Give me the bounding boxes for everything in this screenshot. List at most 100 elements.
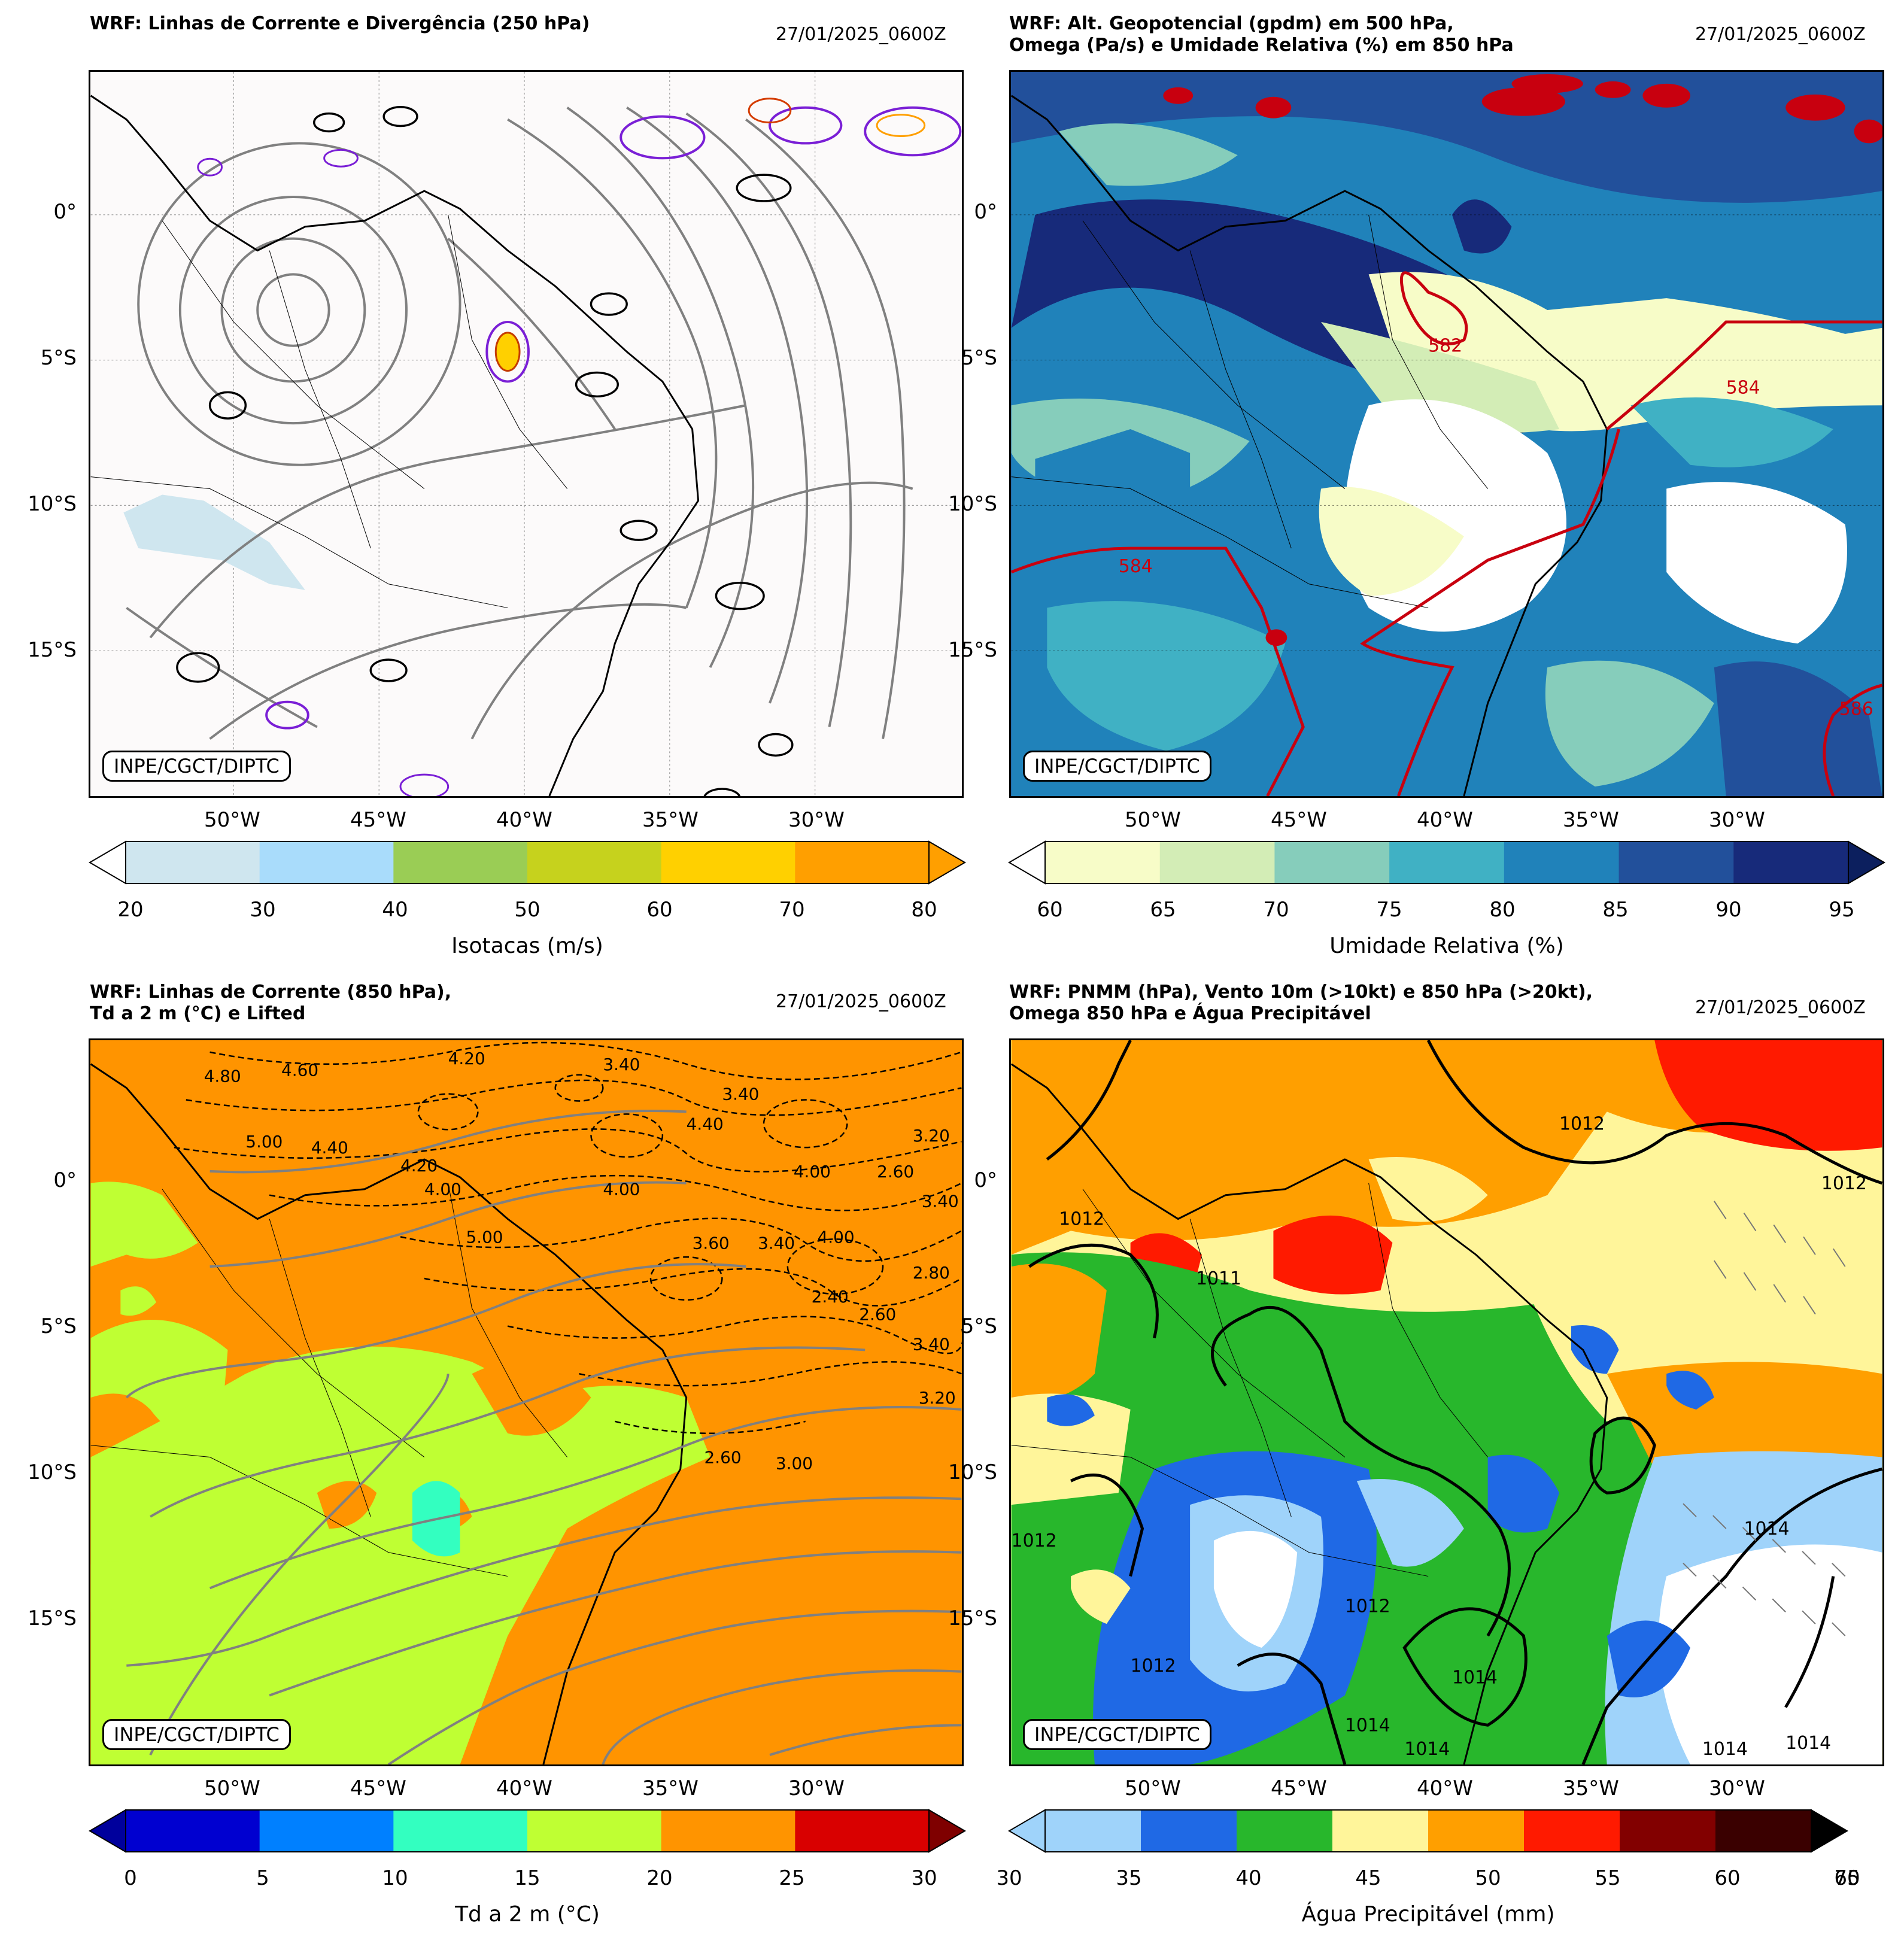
map-panel[interactable]: INPE/CGCT/DIPTC bbox=[89, 70, 964, 798]
map-panel[interactable]: 1012 1012 1012 1012 1011 1014 1012 1014 … bbox=[1009, 1038, 1884, 1766]
colorbar-label: Td a 2 m (°C) bbox=[455, 1902, 600, 1927]
lifted-index-contours bbox=[174, 1041, 962, 1434]
lat-label: 0° bbox=[974, 1168, 997, 1192]
lat-label: 15°S bbox=[28, 638, 77, 662]
contour-label: 1012 bbox=[1559, 1113, 1605, 1134]
lon-label: 40°W bbox=[1417, 1776, 1473, 1800]
colorbar-segment bbox=[527, 842, 662, 883]
colorbar-segment bbox=[126, 842, 260, 883]
contour-label: 2.40 bbox=[812, 1287, 849, 1307]
contour-label: 2.60 bbox=[859, 1305, 896, 1325]
omega-shading bbox=[1163, 74, 1882, 646]
contour-label: 4.20 bbox=[448, 1049, 485, 1068]
lat-label: 10°S bbox=[28, 492, 77, 516]
map-panel[interactable]: 582 584 584 586 INPE/CGCT/DIPTC bbox=[1009, 70, 1884, 798]
colorbar-tick: 20 bbox=[646, 1866, 673, 1890]
lat-label: 0° bbox=[974, 200, 997, 224]
institution-stamp: INPE/CGCT/DIPTC bbox=[1023, 1719, 1211, 1750]
contour-label: 1012 bbox=[1059, 1208, 1104, 1229]
contour-label: 2.60 bbox=[877, 1162, 914, 1181]
colorbar-segment bbox=[126, 1810, 260, 1852]
lon-label: 35°W bbox=[642, 1776, 699, 1800]
colorbar-segment bbox=[1618, 842, 1734, 883]
contour-label: 4.00 bbox=[794, 1162, 831, 1181]
contour-label: 586 bbox=[1839, 699, 1873, 720]
map-canvas: 4.80 4.60 3.40 4.20 5.00 4.40 4.20 4.00 … bbox=[90, 1041, 962, 1764]
lat-label: 0° bbox=[53, 200, 77, 224]
lat-label: 0° bbox=[53, 1168, 77, 1192]
lon-label: 30°W bbox=[1709, 808, 1765, 832]
colorbar bbox=[1008, 840, 1885, 885]
colorbar-svg bbox=[1008, 840, 1885, 885]
lon-label: 45°W bbox=[1271, 808, 1327, 832]
colorbar bbox=[1008, 1809, 1848, 1853]
colorbar-extend-high bbox=[1811, 1809, 1848, 1853]
contour-label: 1014 bbox=[1702, 1739, 1748, 1760]
colorbar-tick: 80 bbox=[911, 898, 937, 922]
lat-label: 5°S bbox=[961, 346, 997, 370]
colorbar-extend-low bbox=[1008, 840, 1046, 885]
colorbar-segment bbox=[1715, 1810, 1812, 1852]
colorbar-segment bbox=[1524, 1810, 1620, 1852]
contour-label: 1014 bbox=[1404, 1739, 1450, 1760]
colorbar-tick: 0 bbox=[124, 1866, 137, 1890]
colorbar-svg bbox=[89, 1809, 966, 1853]
colorbar-frame bbox=[1044, 1809, 1812, 1852]
contour-label: 1012 bbox=[1131, 1656, 1176, 1676]
contour-label: 4.40 bbox=[311, 1138, 348, 1158]
colorbar-frame bbox=[125, 1809, 930, 1852]
colorbar-tick: 95 bbox=[1829, 898, 1855, 922]
contour-label: 5.00 bbox=[245, 1132, 283, 1152]
colorbar-tick: 30 bbox=[911, 1866, 937, 1890]
colorbar-tick: 65 bbox=[1150, 898, 1176, 922]
lon-label: 35°W bbox=[642, 808, 699, 832]
colorbar-segment bbox=[1045, 1810, 1141, 1852]
colorbar-extend-low bbox=[1008, 1809, 1046, 1853]
colorbar-tick: 25 bbox=[779, 1866, 805, 1890]
colorbar-segment bbox=[1733, 842, 1849, 883]
contour-label: 1014 bbox=[1744, 1518, 1790, 1539]
panel-title: WRF: PNMM (hPa), Vento 10m (>10kt) e 850… bbox=[1009, 982, 1593, 1024]
colorbar-tick: 80 bbox=[1489, 898, 1516, 922]
colorbar-extend-low bbox=[89, 1809, 126, 1853]
lon-label: 30°W bbox=[788, 1776, 845, 1800]
colorbar-segment bbox=[259, 1810, 394, 1852]
lon-label: 40°W bbox=[1417, 808, 1473, 832]
contour-label: 1012 bbox=[1012, 1530, 1057, 1551]
colorbar-frame bbox=[1044, 841, 1849, 884]
colorbar bbox=[89, 1809, 966, 1853]
lon-label: 40°W bbox=[496, 808, 552, 832]
colorbar bbox=[89, 840, 966, 885]
contour-label: 3.40 bbox=[758, 1233, 795, 1253]
streamlines bbox=[126, 107, 913, 740]
colorbar-tick: 70 bbox=[1834, 1866, 1860, 1890]
lat-label: 5°S bbox=[40, 346, 77, 370]
contour-label: 3.40 bbox=[922, 1192, 959, 1211]
colorbar-segment bbox=[795, 1810, 930, 1852]
colorbar-tick: 55 bbox=[1595, 1866, 1621, 1890]
geopotential-contours bbox=[1011, 271, 1882, 796]
coastline bbox=[1011, 1063, 1608, 1764]
map-canvas: 1012 1012 1012 1012 1011 1014 1012 1014 … bbox=[1011, 1040, 1882, 1764]
divergence-shading bbox=[197, 98, 962, 796]
contour-label: 582 bbox=[1428, 336, 1462, 357]
lon-label: 35°W bbox=[1563, 1776, 1619, 1800]
map-canvas bbox=[90, 72, 962, 796]
lat-label: 5°S bbox=[40, 1314, 77, 1338]
lat-label: 5°S bbox=[961, 1314, 997, 1338]
contour-label: 4.00 bbox=[818, 1227, 855, 1247]
lon-label: 50°W bbox=[1125, 808, 1181, 832]
colorbar-tick: 30 bbox=[250, 898, 276, 922]
panel-date: 27/01/2025_0600Z bbox=[1695, 997, 1866, 1018]
contour-label: 3.40 bbox=[913, 1334, 950, 1354]
map-panel[interactable]: 4.80 4.60 3.40 4.20 5.00 4.40 4.20 4.00 … bbox=[89, 1038, 964, 1766]
colorbar-frame bbox=[125, 841, 930, 884]
borders bbox=[1011, 1183, 1489, 1577]
colorbar-tick: 30 bbox=[996, 1866, 1022, 1890]
colorbar-segment bbox=[1620, 1810, 1716, 1852]
panel-date: 27/01/2025_0600Z bbox=[776, 991, 946, 1012]
colorbar-segment bbox=[1045, 842, 1161, 883]
institution-stamp: INPE/CGCT/DIPTC bbox=[102, 1719, 291, 1750]
lon-label: 45°W bbox=[1271, 1776, 1327, 1800]
colorbar-tick: 35 bbox=[1116, 1866, 1142, 1890]
